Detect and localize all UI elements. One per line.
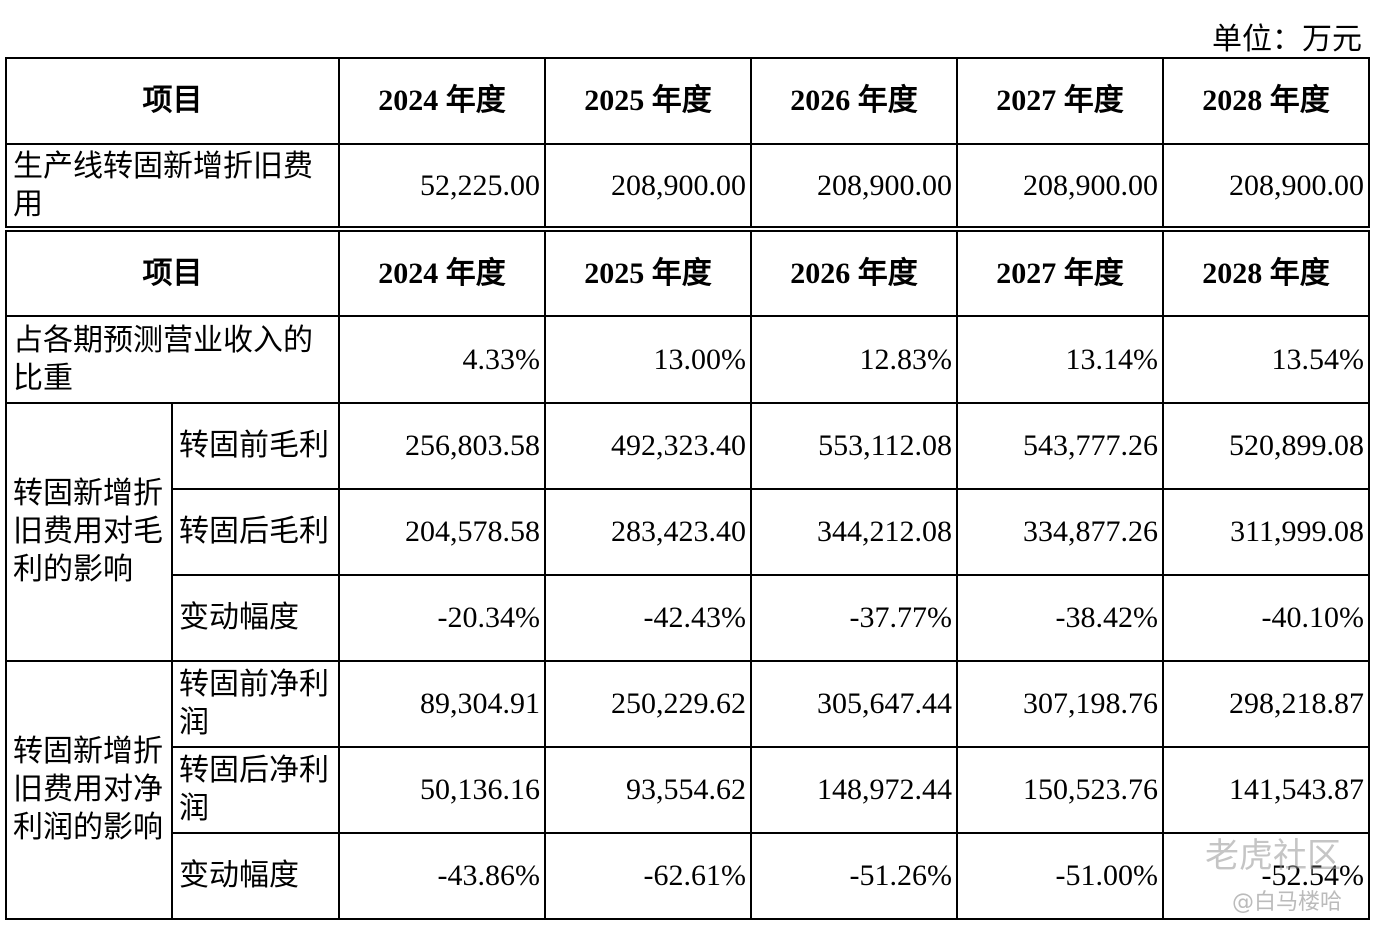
header-row: 项目 2024 年度 2025 年度 2026 年度 2027 年度 2028 年度 xyxy=(5,57,1370,145)
value-cell: 553,112.08 xyxy=(750,402,958,490)
header-cell: 2025 年度 xyxy=(544,57,752,145)
value-cell: 12.83% xyxy=(750,315,958,404)
value-cell: 4.33% xyxy=(338,315,546,404)
row-label: 占各期预测营业收入的比重 xyxy=(5,315,340,404)
value-cell: 298,218.87 xyxy=(1162,660,1370,748)
value-cell: -43.86% xyxy=(338,832,546,920)
row-label: 转固后净利润 xyxy=(171,746,340,834)
header-cell: 2027 年度 xyxy=(956,57,1164,145)
value-cell: 283,423.40 xyxy=(544,488,752,576)
header-cell: 2025 年度 xyxy=(544,230,752,317)
header-cell: 2024 年度 xyxy=(338,57,546,145)
value-cell: 141,543.87 xyxy=(1162,746,1370,834)
depreciation-table: 项目 2024 年度 2025 年度 2026 年度 2027 年度 2028 年度 生产线… xyxy=(5,57,1370,228)
header-cell: 项目 xyxy=(5,57,340,145)
group-label: 转固新增折旧费用对净利润的影响 xyxy=(5,660,173,920)
value-cell: 208,900.00 xyxy=(544,143,752,228)
value-cell: -51.26% xyxy=(750,832,958,920)
header-row: 项目 2024 年度 2025 年度 2026 年度 2027 年度 2028 年度 xyxy=(5,230,1370,317)
value-cell: 50,136.16 xyxy=(338,746,546,834)
row-label: 变动幅度 xyxy=(171,574,340,662)
value-cell: -42.43% xyxy=(544,574,752,662)
data-row: 转固新增折旧费用对毛利的影响 转固前毛利 256,803.58 492,323.40 5… xyxy=(5,402,1370,662)
value-cell: 150,523.76 xyxy=(956,746,1164,834)
row-label: 变动幅度 xyxy=(171,832,340,920)
value-cell: 204,578.58 xyxy=(338,488,546,576)
data-row: 变动幅度 -20.34% -42.43% -37.77% -38.42% -40.10% xyxy=(6,574,1370,662)
group-label: 转固新增折旧费用对毛利的影响 xyxy=(5,402,173,662)
value-cell: 543,777.26 xyxy=(956,402,1164,490)
value-cell: 93,554.62 xyxy=(544,746,752,834)
value-cell: 520,899.08 xyxy=(1162,402,1370,490)
impact-table: 项目 2024 年度 2025 年度 2026 年度 2027 年度 2028 年度 占各期… xyxy=(5,230,1370,920)
header-cell: 2024 年度 xyxy=(338,230,546,317)
watermark-brand: 老虎社区 xyxy=(1205,836,1341,876)
value-cell: 307,198.76 xyxy=(956,660,1164,748)
value-cell: -20.34% xyxy=(338,574,546,662)
value-cell: -62.61% xyxy=(544,832,752,920)
header-cell: 2028 年度 xyxy=(1162,57,1370,145)
value-cell: 148,972.44 xyxy=(750,746,958,834)
row-label: 转固后毛利 xyxy=(171,488,340,576)
value-cell: 334,877.26 xyxy=(956,488,1164,576)
value-cell: 311,999.08 xyxy=(1162,488,1370,576)
value-cell: 305,647.44 xyxy=(750,660,958,748)
data-row: 占各期预测营业收入的比重 4.33% 13.00% 12.83% 13.14% 13.54… xyxy=(5,315,1370,404)
value-cell: 13.54% xyxy=(1162,315,1370,404)
value-cell: 208,900.00 xyxy=(956,143,1164,228)
value-cell: 13.00% xyxy=(544,315,752,404)
value-cell: -51.00% xyxy=(956,832,1164,920)
row-label: 转固前净利润 xyxy=(171,660,340,748)
value-cell: 52,225.00 xyxy=(338,143,546,228)
data-row: 转固后净利润 50,136.16 93,554.62 148,972.44 150,52… xyxy=(6,746,1370,834)
header-cell: 项目 xyxy=(5,230,340,317)
data-row: 转固后毛利 204,578.58 283,423.40 344,212.08 334,8… xyxy=(6,488,1370,576)
header-cell: 2028 年度 xyxy=(1162,230,1370,317)
value-cell: 250,229.62 xyxy=(544,660,752,748)
watermark-author: @白马楼哈 xyxy=(1232,890,1343,915)
header-cell: 2026 年度 xyxy=(750,230,958,317)
data-row: 转固新增折旧费用对净利润的影响 转固前净利润 89,304.91 250,229.62… xyxy=(5,660,1370,920)
value-cell: -37.77% xyxy=(750,574,958,662)
value-cell: 256,803.58 xyxy=(338,402,546,490)
value-cell: 344,212.08 xyxy=(750,488,958,576)
data-row: 生产线转固新增折旧费用 52,225.00 208,900.00 208,900.00… xyxy=(5,143,1370,228)
value-cell: -52.54% xyxy=(1162,832,1370,920)
header-cell: 2026 年度 xyxy=(750,57,958,145)
value-cell: -40.10% xyxy=(1162,574,1370,662)
row-label: 转固前毛利 xyxy=(171,402,340,490)
value-cell: -38.42% xyxy=(956,574,1164,662)
value-cell: 492,323.40 xyxy=(544,402,752,490)
value-cell: 89,304.91 xyxy=(338,660,546,748)
value-cell: 208,900.00 xyxy=(1162,143,1370,228)
value-cell: 208,900.00 xyxy=(750,143,958,228)
header-cell: 2027 年度 xyxy=(956,230,1164,317)
value-cell: 13.14% xyxy=(956,315,1164,404)
unit-label: 单位：万元 xyxy=(1212,23,1362,56)
data-row: 变动幅度 -43.86% -62.61% -51.26% -51.00% -52.54% xyxy=(6,832,1370,920)
row-label: 生产线转固新增折旧费用 xyxy=(5,143,340,228)
